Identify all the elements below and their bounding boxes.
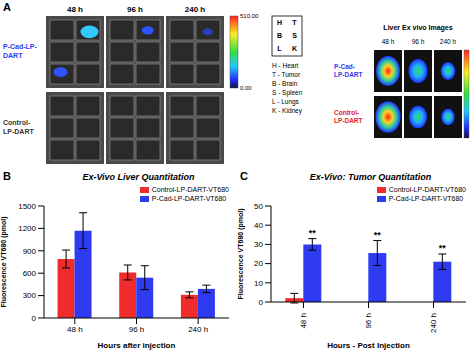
- html-text:P-Cad-LP-DART-VT680: P-Cad-LP-DART-VT680: [388, 195, 464, 202]
- svg-text:DART: DART: [3, 52, 23, 59]
- svg-text:20: 20: [254, 259, 263, 268]
- svg-text:**: **: [374, 230, 382, 240]
- svg-text:40: 40: [254, 221, 263, 230]
- svg-text:P-Cad-LP-: P-Cad-LP-: [3, 43, 38, 50]
- svg-text:48 h: 48 h: [67, 5, 83, 14]
- svg-text:10: 10: [254, 279, 263, 288]
- svg-text:96 h: 96 h: [127, 5, 143, 14]
- svg-text:LP-DART: LP-DART: [3, 128, 34, 135]
- svg-text:1500: 1500: [18, 202, 36, 211]
- svg-text:510.00: 510.00: [240, 13, 259, 19]
- svg-text:48 h: 48 h: [382, 38, 395, 45]
- svg-text:**: **: [309, 228, 317, 238]
- svg-text:P-Cad-: P-Cad-: [334, 63, 355, 70]
- svg-text:96 h: 96 h: [129, 325, 145, 334]
- svg-text:600: 600: [23, 269, 37, 278]
- svg-text:K: K: [292, 45, 297, 52]
- svg-text:Control-: Control-: [334, 109, 359, 116]
- svg-text:H: H: [277, 19, 282, 26]
- svg-text:S: S: [292, 32, 297, 39]
- svg-text:96 h: 96 h: [412, 38, 425, 45]
- html-text:P-Cad-LP-DART-VT680: P-Cad-LP-DART-VT680: [151, 195, 227, 202]
- svg-text:240 h: 240 h: [440, 38, 457, 45]
- html-text:Ex-Vivo Liver Quantitation: Ex-Vivo Liver Quantitation: [82, 172, 195, 182]
- html-text:C: C: [240, 170, 248, 182]
- svg-text:L - Lungs: L - Lungs: [272, 98, 300, 106]
- svg-text:S - Spleen: S - Spleen: [272, 89, 303, 97]
- svg-text:Hours after injection: Hours after injection: [98, 341, 176, 350]
- svg-text:240 h: 240 h: [185, 5, 206, 14]
- svg-text:Control-: Control-: [3, 119, 31, 126]
- svg-text:B - Brain: B - Brain: [272, 80, 298, 87]
- svg-text:0.00: 0.00: [240, 85, 252, 91]
- svg-text:900: 900: [23, 247, 37, 256]
- svg-text:A: A: [3, 1, 11, 13]
- svg-text:50: 50: [254, 202, 263, 211]
- html-text:B: B: [3, 170, 11, 182]
- html-text:Control-LP-DART-VT680: Control-LP-DART-VT680: [388, 186, 466, 193]
- svg-text:H - Heart: H - Heart: [272, 62, 299, 69]
- svg-text:300: 300: [23, 291, 37, 300]
- svg-text:240 h: 240 h: [429, 313, 438, 333]
- svg-text:96 h: 96 h: [364, 313, 373, 329]
- svg-text:48 h: 48 h: [299, 313, 308, 329]
- svg-text:Fluorescence VT680 (pmol): Fluorescence VT680 (pmol): [237, 208, 245, 299]
- svg-text:240 h: 240 h: [188, 325, 208, 334]
- html-text:Ex-Vivo: Tumor Quantitation: Ex-Vivo: Tumor Quantitation: [309, 172, 432, 182]
- svg-text:B: B: [277, 32, 282, 39]
- svg-text:0: 0: [32, 314, 37, 323]
- svg-text:**: **: [439, 243, 447, 253]
- svg-text:Hours - Post Injection: Hours - Post Injection: [327, 341, 410, 350]
- svg-text:30: 30: [254, 240, 263, 249]
- svg-text:Fluorescence VT680 (pmol): Fluorescence VT680 (pmol): [0, 216, 8, 307]
- svg-text:T - Tumor: T - Tumor: [272, 71, 301, 78]
- svg-text:T: T: [292, 19, 297, 26]
- svg-text:Liver Ex vivo Images: Liver Ex vivo Images: [383, 24, 452, 32]
- svg-text:0: 0: [259, 298, 264, 307]
- svg-text:K - Kidney: K - Kidney: [272, 107, 303, 115]
- svg-text:LP-DART: LP-DART: [334, 71, 363, 78]
- svg-text:LP-DART: LP-DART: [334, 117, 363, 124]
- svg-text:1200: 1200: [18, 224, 36, 233]
- svg-text:L: L: [277, 45, 282, 52]
- html-text:Control-LP-DART-VT680: Control-LP-DART-VT680: [151, 186, 229, 193]
- svg-text:48 h: 48 h: [67, 325, 83, 334]
